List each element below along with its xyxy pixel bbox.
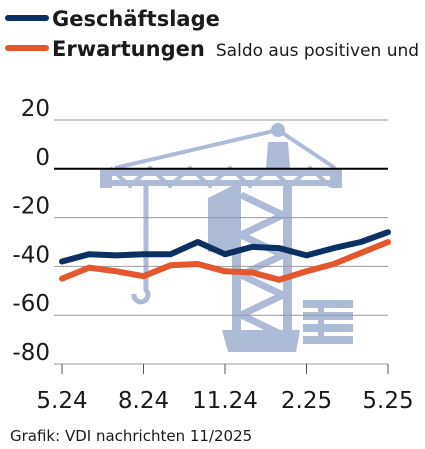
construction-crane-icon [100, 123, 353, 352]
y-tick-label: -40 [12, 242, 50, 268]
legend-label-geschaeftslage: Geschäftslage [52, 7, 220, 31]
series-line-erwartungen [59, 239, 391, 283]
x-tick-label: 11.24 [192, 388, 258, 414]
legend: Geschäftslage Erwartungen Saldo aus posi… [5, 7, 425, 61]
y-axis-ticks: 20 0 -20 -40 -60 -80 [12, 96, 50, 366]
legend-note: Saldo aus positiven und negativen Urteil… [216, 41, 425, 61]
x-tick-label: 2.25 [281, 388, 332, 414]
y-tick-label: -20 [12, 194, 50, 220]
x-tick-label: 5.24 [36, 388, 87, 414]
x-axis-ticks: 5.24 8.24 11.24 2.25 5.25 [36, 364, 414, 414]
x-tick-label: 8.24 [118, 388, 169, 414]
series-line-geschaeftslage [59, 229, 391, 265]
svg-text:Erwartungen Saldo aus po: Erwartungen Saldo aus positiven und nega… [52, 37, 425, 61]
y-tick-label: 0 [35, 145, 50, 171]
legend-label-erwartungen: Erwartungen [52, 37, 205, 61]
x-tick-label: 5.25 [362, 388, 413, 414]
y-tick-label: -60 [12, 291, 50, 317]
y-tick-label: -80 [12, 340, 50, 366]
source-credit: Grafik: VDI nachrichten 11/2025 [10, 427, 252, 445]
series-lines [59, 229, 391, 283]
y-tick-label: 20 [21, 96, 50, 122]
